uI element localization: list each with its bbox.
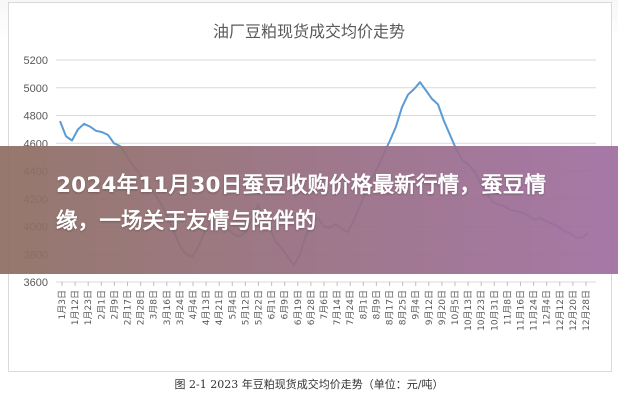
x-tick-label: 12月20日 xyxy=(568,290,579,331)
x-tick-label: 9月4日 xyxy=(411,290,422,319)
x-tick-label: 9月12日 xyxy=(424,290,435,325)
x-tick-label: 11月8日 xyxy=(502,290,513,325)
x-tick-label: 10月5日 xyxy=(450,290,461,325)
x-tick-label: 7月6日 xyxy=(319,290,330,319)
x-tick-label: 2月1日 xyxy=(96,290,107,319)
x-tick-label: 7月14日 xyxy=(332,290,343,325)
x-tick-label: 5月12日 xyxy=(240,290,251,325)
x-tick-label: 5月4日 xyxy=(227,290,238,319)
x-tick-label: 3月16日 xyxy=(162,290,173,325)
y-tick-label: 4800 xyxy=(24,111,48,123)
x-tick-label: 1月12日 xyxy=(70,290,81,325)
x-tick-label: 5月22日 xyxy=(254,290,265,325)
headline-overlay xyxy=(0,146,618,274)
headline[interactable]: 2024年11月30日蚕豆收购价格最新行情，蚕豆情缘，一场关于友情与陪伴的 xyxy=(56,173,547,234)
x-tick-label: 9月20日 xyxy=(437,290,448,325)
chart-title: 油厂豆粕现货成交均价走势 xyxy=(212,22,405,41)
y-tick-label: 5000 xyxy=(24,83,48,95)
x-tick-label: 6月28日 xyxy=(306,290,317,325)
x-tick-label: 1月23日 xyxy=(83,290,94,325)
x-tick-label: 4月13日 xyxy=(201,290,212,325)
x-tick-label: 12月4日 xyxy=(542,290,553,325)
x-tick-label: 11月24日 xyxy=(529,290,540,331)
x-tick-label: 6月19日 xyxy=(293,290,304,325)
y-tick-label: 3600 xyxy=(24,277,48,289)
x-tick-label: 8月9日 xyxy=(371,290,382,319)
x-tick-label: 8月1日 xyxy=(358,290,369,319)
x-tick-label: 8月17日 xyxy=(385,290,396,325)
x-tick-label: 10月13日 xyxy=(463,290,474,331)
x-tick-label: 2月17日 xyxy=(123,290,134,325)
x-tick-label: 6月1日 xyxy=(267,290,278,319)
x-tick-label: 10月31日 xyxy=(489,290,500,331)
x-tick-label: 3月24日 xyxy=(175,290,186,325)
x-tick-label: 12月28日 xyxy=(581,290,592,331)
x-tick-label: 3月8日 xyxy=(149,290,160,319)
x-tick-label: 4月21日 xyxy=(214,290,225,325)
figure-caption: 图 2-1 2023 年豆粕现货成交均价走势（单位：元/吨） xyxy=(174,378,444,391)
x-tick-label: 8月25日 xyxy=(398,290,409,325)
x-tick-label: 4月4日 xyxy=(188,290,199,319)
x-tick-label: 12月12日 xyxy=(555,290,566,331)
x-tick-label: 11月16日 xyxy=(516,290,527,331)
x-tick-label: 1月3日 xyxy=(57,290,68,319)
x-tick-label: 2月28日 xyxy=(136,290,147,325)
x-tick-label: 6月9日 xyxy=(280,290,291,319)
y-tick-label: 5200 xyxy=(24,55,48,67)
x-axis: 1月3日 1月12日 1月23日 2月1日 2月9日 2月17日 2月28日 3月8日 3月16… xyxy=(57,282,592,331)
x-tick-label: 2月9日 xyxy=(109,290,120,319)
x-tick-label: 7月24日 xyxy=(345,290,356,325)
x-tick-label: 10月23日 xyxy=(476,290,487,331)
